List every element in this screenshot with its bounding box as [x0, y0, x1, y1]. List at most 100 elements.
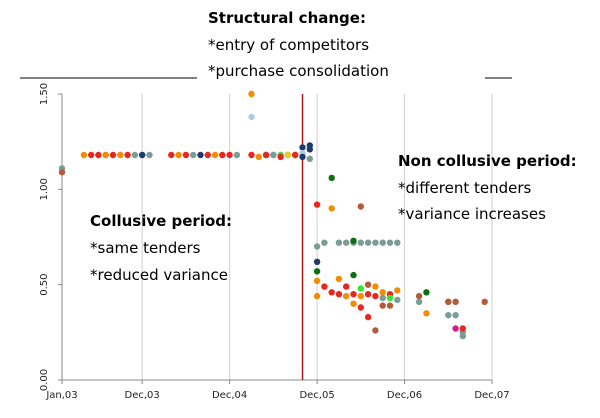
data-point: [357, 239, 364, 246]
data-point: [248, 151, 255, 159]
data-point: [248, 90, 255, 98]
data-point: [88, 151, 95, 159]
data-point: [415, 292, 423, 300]
x-tick-label: Dec,07: [474, 390, 509, 401]
data-point: [379, 294, 386, 302]
annotation-non-collusive-title: Non collusive period:: [398, 152, 577, 170]
x-tick-label: Dec,04: [212, 390, 247, 401]
data-point: [248, 113, 255, 121]
data-point: [350, 300, 357, 307]
data-point: [423, 289, 430, 296]
data-point: [306, 146, 313, 153]
data-point: [321, 239, 328, 246]
data-point: [459, 332, 466, 340]
data-point: [372, 283, 379, 290]
annotation-structural-title: Structural change:: [208, 9, 366, 27]
data-point: [131, 151, 139, 159]
data-points: [58, 90, 488, 340]
data-point: [233, 151, 241, 159]
data-point: [372, 292, 379, 300]
data-point: [299, 153, 306, 161]
data-point: [328, 289, 335, 296]
data-point: [175, 151, 182, 159]
data-point: [357, 292, 364, 300]
data-point: [313, 268, 321, 275]
data-point: [445, 312, 452, 319]
data-point: [335, 239, 343, 246]
annotation-collusive: Collusive period: *same tenders *reduced…: [90, 212, 232, 284]
data-point: [328, 205, 335, 212]
data-point: [350, 271, 357, 279]
data-point: [364, 281, 372, 288]
axes: [61, 94, 492, 381]
data-point: [452, 312, 459, 319]
data-point: [124, 151, 131, 159]
data-point: [394, 296, 401, 304]
annotation-collusive-title: Collusive period:: [90, 212, 232, 230]
data-point: [313, 243, 321, 250]
data-point: [386, 294, 394, 302]
y-tick-label: 0.50: [39, 274, 50, 296]
data-point: [139, 151, 146, 159]
data-point: [284, 151, 292, 159]
data-point: [343, 292, 350, 300]
data-point: [255, 153, 262, 161]
data-point: [386, 302, 394, 309]
data-point: [80, 151, 88, 159]
data-point: [452, 325, 459, 332]
data-point: [394, 239, 401, 246]
data-point: [313, 277, 321, 285]
data-point: [357, 285, 364, 292]
data-point: [335, 291, 343, 298]
annotation-structural-line-1: *entry of competitors: [208, 36, 369, 54]
data-point: [190, 151, 197, 159]
x-tick-label: Jan,03: [45, 390, 77, 401]
data-point: [204, 151, 211, 159]
annotation-structural-line-2: *purchase consolidation: [208, 62, 389, 80]
data-point: [102, 151, 109, 159]
data-point: [372, 327, 379, 334]
data-point: [364, 239, 372, 246]
annotation-non-collusive: Non collusive period: *different tenders…: [398, 152, 577, 223]
annotation-non-collusive-line-1: *different tenders: [398, 179, 532, 197]
data-point: [379, 239, 386, 246]
x-tick-label: Dec,06: [387, 390, 422, 401]
data-point: [452, 298, 459, 305]
data-point: [386, 239, 394, 246]
data-point: [379, 302, 386, 309]
data-point: [219, 151, 226, 159]
data-point: [459, 325, 466, 332]
data-point: [445, 298, 452, 305]
y-tick-label: 1.50: [39, 83, 50, 105]
data-point: [394, 287, 401, 294]
data-point: [197, 151, 204, 159]
annotation-non-collusive-line-2: *variance increases: [398, 205, 546, 223]
annotation-structural: Structural change: *entry of competitors…: [208, 9, 389, 80]
y-tick-label: 0.00: [39, 369, 50, 391]
data-point: [313, 292, 321, 300]
data-point: [95, 151, 102, 159]
data-point: [343, 283, 350, 290]
data-point: [364, 291, 372, 298]
data-point: [313, 258, 321, 265]
x-tick-label: Dec,05: [299, 390, 334, 401]
data-point: [182, 151, 190, 159]
y-tick-label: 1.00: [39, 178, 50, 200]
data-point: [343, 239, 350, 246]
data-point: [335, 275, 343, 283]
data-point: [350, 237, 357, 244]
data-point: [328, 174, 335, 182]
data-point: [306, 155, 313, 162]
data-point: [168, 151, 175, 159]
data-point: [313, 201, 321, 208]
data-point: [357, 304, 364, 311]
data-point: [226, 151, 233, 159]
data-point: [211, 151, 219, 159]
data-point: [415, 298, 423, 305]
data-point: [292, 151, 299, 159]
data-point: [481, 298, 488, 305]
data-point: [109, 151, 117, 159]
data-point: [262, 151, 270, 159]
data-point: [350, 291, 357, 298]
data-point: [58, 169, 66, 176]
